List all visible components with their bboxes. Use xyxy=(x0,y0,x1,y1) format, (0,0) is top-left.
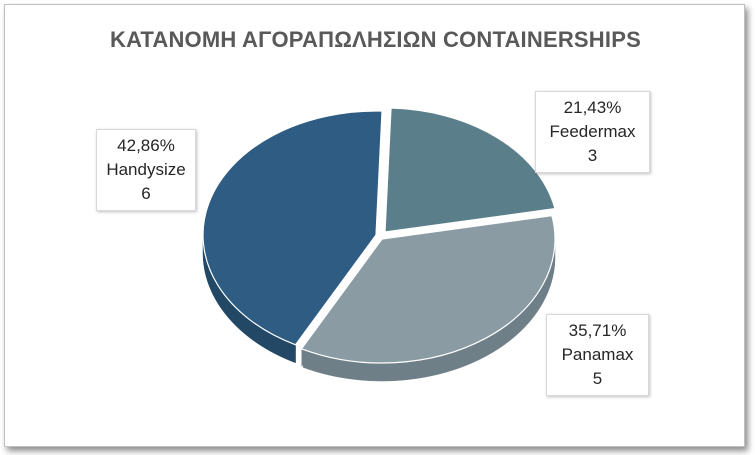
pie-tops xyxy=(202,107,556,364)
label-percent-handysize: 42,86% xyxy=(117,136,175,155)
label-value-panamax: 5 xyxy=(592,369,603,388)
pie-slice-handysize xyxy=(202,110,383,346)
pie-slice-feedermax xyxy=(384,107,556,233)
label-name-feedermax: Feedermax xyxy=(549,122,636,141)
label-name-handysize: Handysize xyxy=(106,160,186,179)
chart-title: ΚΑΤΑΝΟΜΗ ΑΓΟΡΑΠΩΛΗΣΙΩΝ CONTAINERSHIPS xyxy=(110,27,641,52)
label-value-handysize: 6 xyxy=(141,184,151,203)
label-percent-feedermax: 21,43% xyxy=(563,98,622,117)
data-label-panamax: 35,71% Panamax 5 xyxy=(546,314,649,396)
label-value-feedermax: 3 xyxy=(587,146,598,165)
data-label-feedermax: 21,43% Feedermax 3 xyxy=(535,91,650,173)
label-name-panamax: Panamax xyxy=(561,345,634,364)
pie-slice-panamax xyxy=(300,214,556,364)
data-label-handysize: 42,86% Handysize 6 xyxy=(96,129,196,211)
label-percent-panamax: 35,71% xyxy=(568,321,627,340)
pie-chart xyxy=(202,107,556,382)
chart-frame: ΚΑΤΑΝΟΜΗ ΑΓΟΡΑΠΩΛΗΣΙΩΝ CONTAINERSHIPS 42… xyxy=(4,4,745,447)
